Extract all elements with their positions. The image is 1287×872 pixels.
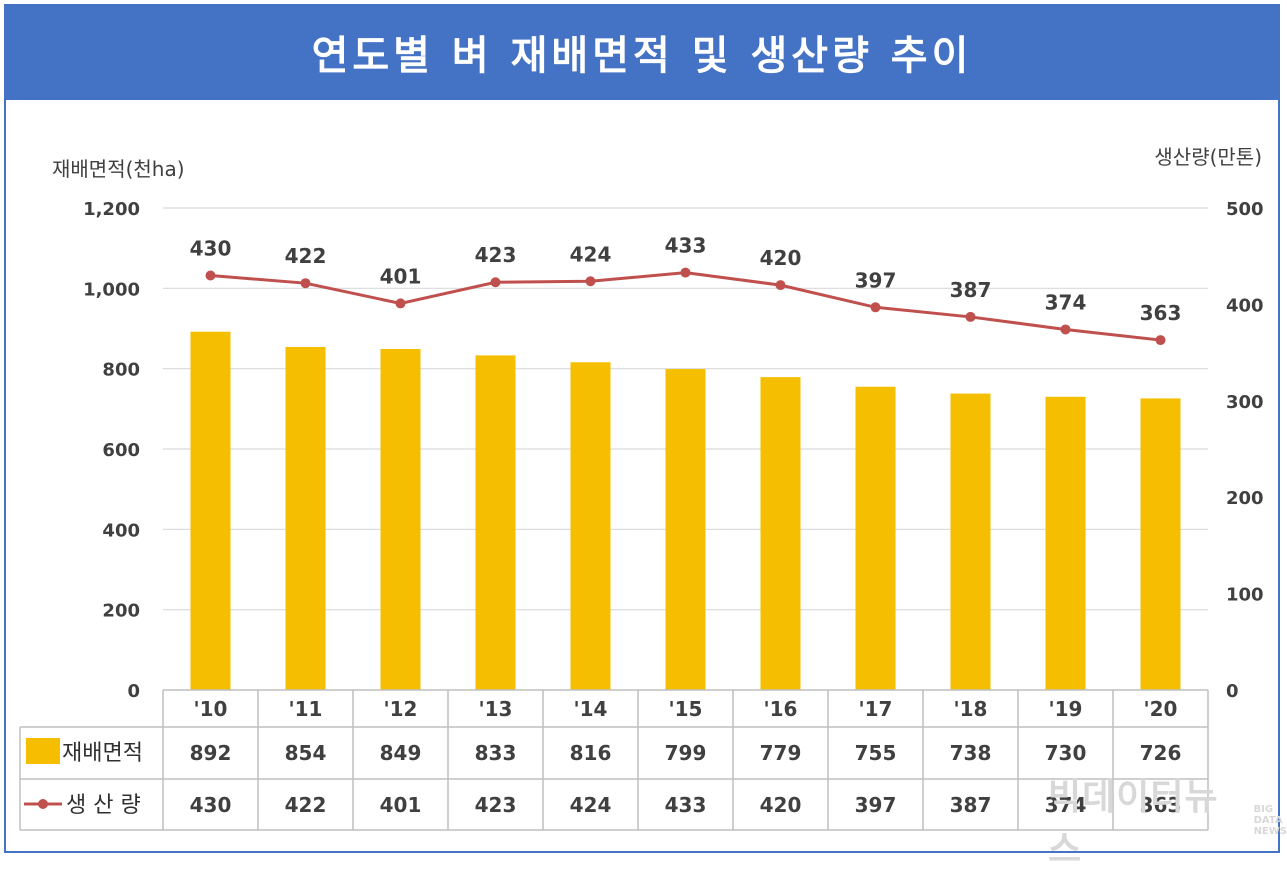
table-cell-production: 424 <box>570 793 612 817</box>
left-tick-label: 1,000 <box>83 279 140 300</box>
line-data-label: 424 <box>570 242 612 266</box>
table-cell-production: 430 <box>190 793 232 817</box>
line-point <box>205 270 216 281</box>
bar <box>475 355 516 690</box>
table-cell-area: 854 <box>285 741 327 765</box>
line-point <box>1060 324 1071 335</box>
bar <box>950 393 991 690</box>
left-tick-label: 0 <box>127 681 140 702</box>
line-point <box>300 278 311 289</box>
table-cell-area: 816 <box>570 741 612 765</box>
right-tick-label: 400 <box>1226 295 1264 316</box>
table-cell-production: 397 <box>855 793 897 817</box>
production-line <box>210 271 1161 342</box>
line-data-label: 433 <box>665 234 707 258</box>
right-tick-label: 100 <box>1226 585 1264 606</box>
chart-title: 연도별 벼 재배면적 및 생산량 추이 <box>311 33 973 79</box>
category-label: '16 <box>764 697 798 721</box>
table-cell-area: 779 <box>760 741 802 765</box>
table-cell-area: 755 <box>855 741 897 765</box>
category-label: '14 <box>574 697 608 721</box>
watermark-main: 빅데이터뉴스 <box>1048 777 1219 870</box>
line-data-label: 401 <box>380 264 422 288</box>
table-cell-production: 401 <box>380 793 422 817</box>
bar <box>285 346 326 690</box>
table-cell-production: 374 <box>1045 793 1087 817</box>
table-cell-area: 833 <box>475 741 517 765</box>
left-tick-label: 200 <box>102 601 140 622</box>
legend-line-label: 생 산 량 <box>66 793 141 818</box>
right-tick-label: 200 <box>1226 488 1264 509</box>
legend-line-marker <box>38 799 48 809</box>
category-label: '11 <box>289 697 323 721</box>
category-label: '13 <box>479 697 513 721</box>
legend-bar-swatch <box>26 738 60 764</box>
table-cell-production: 363 <box>1140 793 1182 817</box>
line-point <box>680 267 691 278</box>
table-cell-production: 420 <box>760 793 802 817</box>
bar <box>190 331 231 690</box>
table-cell-production: 387 <box>950 793 992 817</box>
category-label: '12 <box>384 697 418 721</box>
line-data-label: 397 <box>855 268 897 292</box>
line-point <box>775 280 786 291</box>
line-point <box>585 276 596 287</box>
right-tick-label: 300 <box>1226 392 1264 413</box>
line-point <box>490 277 501 288</box>
category-label: '18 <box>954 697 988 721</box>
line-point <box>965 311 976 322</box>
table-cell-area: 730 <box>1045 741 1087 765</box>
category-label: '17 <box>859 697 893 721</box>
bar <box>380 348 421 690</box>
watermark-sub: BIG DATA NEWS <box>1253 803 1287 837</box>
table-cell-production: 423 <box>475 793 517 817</box>
category-label: '15 <box>669 697 703 721</box>
line-data-label: 363 <box>1140 301 1182 325</box>
left-tick-label: 800 <box>102 360 140 381</box>
left-tick-label: 400 <box>102 520 140 541</box>
right-tick-label: 0 <box>1226 681 1239 702</box>
bar <box>570 362 611 690</box>
bar <box>855 386 896 690</box>
line-data-label: 423 <box>475 243 517 267</box>
left-tick-label: 600 <box>102 440 140 461</box>
title-bar: 연도별 벼 재배면적 및 생산량 추이 <box>4 4 1280 100</box>
line-point <box>870 302 881 313</box>
right-tick-label: 500 <box>1226 199 1264 220</box>
table-cell-area: 738 <box>950 741 992 765</box>
line-data-label: 374 <box>1045 290 1087 314</box>
category-label: '10 <box>194 697 228 721</box>
line-data-label: 430 <box>190 236 232 260</box>
table-cell-area: 849 <box>380 741 422 765</box>
bar <box>1140 398 1181 690</box>
line-point <box>395 298 406 309</box>
bar <box>665 369 706 690</box>
line-point <box>1155 335 1166 346</box>
line-data-label: 387 <box>950 278 992 302</box>
table-cell-area: 892 <box>190 741 232 765</box>
line-data-label: 422 <box>285 244 327 268</box>
watermark-logo: 빅데이터뉴스 BIG DATA NEWS <box>1048 768 1287 872</box>
left-axis-title: 재배면적(천ha) <box>52 157 185 181</box>
category-label: '20 <box>1144 697 1178 721</box>
bar <box>760 377 801 690</box>
table-cell-production: 422 <box>285 793 327 817</box>
legend-bar-label: 재배면적 <box>62 741 143 766</box>
table-cell-area: 726 <box>1140 741 1182 765</box>
table-cell-production: 433 <box>665 793 707 817</box>
table-cell-area: 799 <box>665 741 707 765</box>
left-tick-label: 1,200 <box>83 199 140 220</box>
right-axis-title: 생산량(만톤) <box>1154 145 1262 169</box>
bar <box>1045 396 1086 690</box>
line-data-label: 420 <box>760 246 802 270</box>
category-label: '19 <box>1049 697 1083 721</box>
